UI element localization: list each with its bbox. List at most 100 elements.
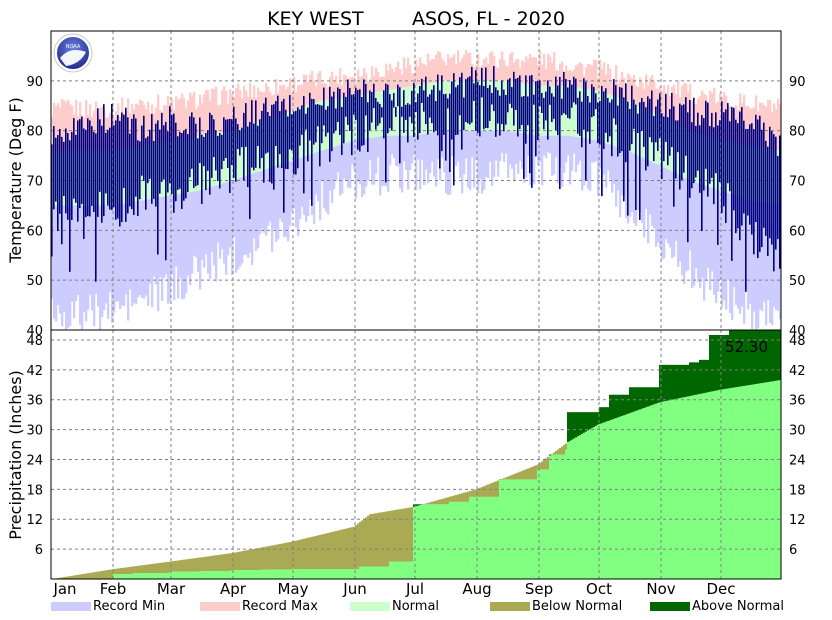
normal-precip-area [279, 569, 282, 579]
observed-temperature-bar [711, 112, 713, 178]
observed-temperature-bar [735, 119, 737, 234]
normal-precip-area [217, 571, 220, 579]
record-min-band [115, 205, 118, 302]
observed-temperature-bar [531, 74, 533, 188]
below-normal-area [309, 537, 312, 570]
normal-precip-area [193, 571, 196, 579]
record-max-band [445, 65, 448, 81]
observed-temperature-bar [295, 110, 297, 175]
record-min-band [377, 136, 380, 158]
above-normal-area [735, 330, 738, 388]
record-max-band [207, 90, 210, 135]
record-min-band [689, 180, 692, 251]
normal-precip-area [281, 569, 284, 579]
record-min-band [723, 191, 726, 301]
normal-precip-area [303, 569, 306, 579]
record-min-band [755, 201, 758, 330]
observed-temperature-bar [199, 117, 201, 164]
normal-precip-area [631, 412, 634, 579]
record-min-band [445, 130, 448, 194]
below-normal-area [249, 549, 252, 571]
record-min-band [457, 130, 460, 162]
record-min-band [275, 165, 278, 243]
normal-band [237, 128, 240, 179]
observed-temperature-bar [243, 112, 245, 181]
below-normal-area [233, 552, 236, 571]
below-normal-area [211, 555, 214, 572]
observed-temperature-bar [99, 119, 101, 192]
observed-temperature-bar [229, 118, 231, 193]
normal-band [473, 80, 476, 131]
observed-temperature-bar [691, 122, 693, 189]
record-max-band [425, 65, 428, 84]
record-min-band [55, 205, 58, 322]
above-normal-area [721, 334, 724, 390]
observed-temperature-bar [667, 117, 669, 166]
normal-precip-area [535, 479, 538, 579]
normal-precip-area [199, 571, 202, 579]
observed-temperature-bar [291, 114, 293, 151]
normal-precip-area [493, 496, 496, 579]
below-normal-area [507, 476, 510, 480]
normal-precip-area [175, 571, 178, 579]
record-max-band [579, 61, 582, 88]
record-max-band [423, 64, 426, 85]
below-normal-area [313, 536, 316, 570]
normal-band [549, 85, 552, 136]
observed-temperature-bar [439, 90, 441, 169]
observed-temperature-bar [85, 129, 87, 218]
below-normal-area [227, 553, 230, 572]
record-min-band [619, 147, 622, 218]
observed-temperature-bar [271, 104, 273, 184]
normal-precip-area [445, 504, 448, 579]
record-max-band [455, 64, 458, 81]
above-normal-area [581, 412, 584, 434]
observed-temperature-bar [741, 107, 743, 226]
above-normal-area [663, 364, 666, 402]
record-min-band [493, 130, 496, 177]
above-normal-area [631, 387, 634, 413]
observed-temperature-bar [203, 136, 205, 167]
record-min-band [739, 197, 742, 314]
normal-precip-area [597, 424, 600, 579]
record-max-band [599, 59, 602, 92]
record-min-band [57, 205, 60, 306]
record-max-band [85, 99, 88, 151]
record-min-band [305, 155, 308, 222]
observed-temperature-bar [397, 84, 399, 107]
record-min-band [187, 192, 190, 276]
record-max-band [463, 54, 466, 81]
record-max-band [421, 63, 424, 85]
record-min-band [131, 202, 134, 307]
normal-precip-area [709, 391, 712, 579]
normal-band [539, 85, 542, 136]
record-max-band [541, 64, 544, 86]
observed-temperature-bar [569, 79, 571, 119]
below-normal-area [119, 568, 122, 575]
below-normal-area [87, 573, 90, 579]
below-normal-area [61, 577, 64, 579]
observed-temperature-bar [603, 91, 605, 150]
observed-temperature-bar [91, 126, 93, 206]
record-max-band [767, 100, 770, 149]
record-max-band [193, 91, 196, 137]
observed-temperature-bar [105, 132, 107, 194]
record-min-band [699, 183, 702, 288]
observed-temperature-bar [387, 84, 389, 134]
observed-temperature-bar [375, 97, 377, 130]
normal-precip-area [157, 573, 160, 579]
record-max-band [433, 59, 436, 83]
record-min-band [407, 135, 410, 190]
normal-precip-area [615, 418, 618, 579]
normal-precip-area [547, 469, 550, 579]
normal-precip-area [521, 479, 524, 579]
below-normal-area [489, 483, 492, 497]
above-normal-area [743, 330, 746, 386]
record-min-band [421, 134, 424, 161]
record-max-band [571, 71, 574, 87]
above-normal-area [571, 412, 574, 440]
record-min-band [555, 135, 558, 158]
precipitation-tick-left: 30 [26, 424, 43, 439]
record-max-band [139, 99, 142, 146]
normal-precip-area [317, 569, 320, 579]
